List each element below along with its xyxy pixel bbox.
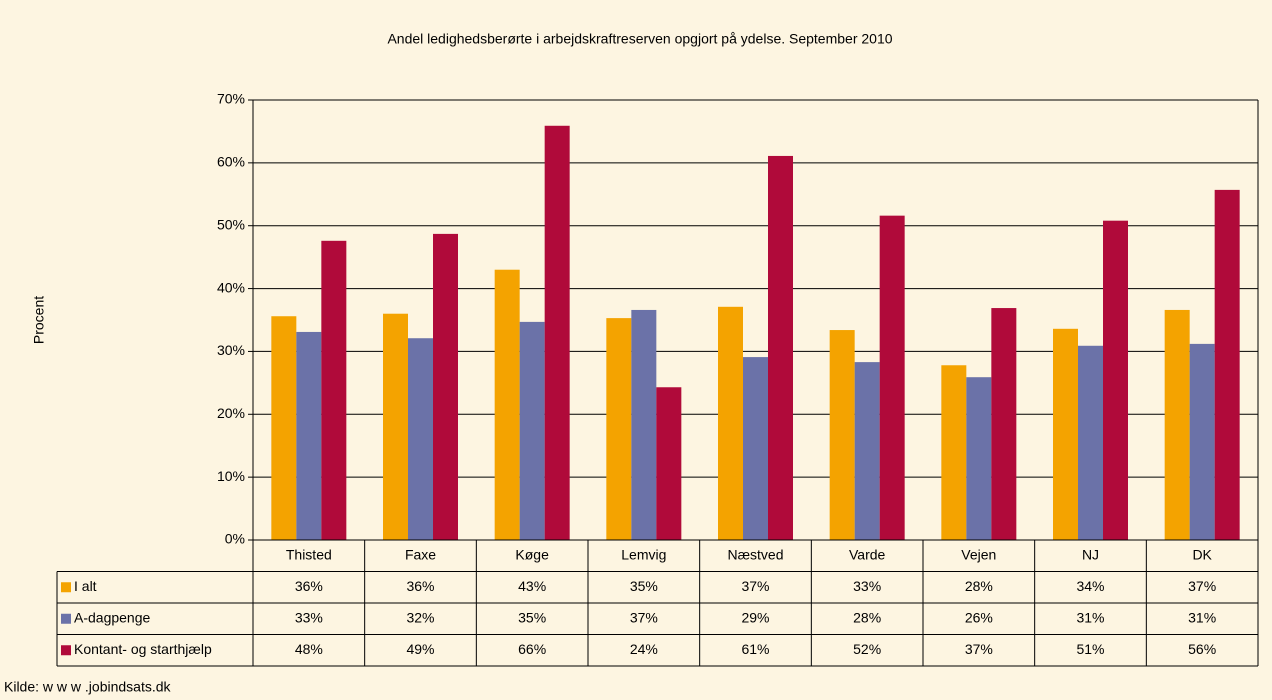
y-tick-label: 50% bbox=[217, 216, 245, 232]
table-cell: 35% bbox=[518, 609, 546, 625]
bar bbox=[1164, 309, 1190, 540]
x-tick-label: Faxe bbox=[405, 546, 436, 562]
table-cell: 51% bbox=[1076, 641, 1104, 657]
bar bbox=[656, 387, 682, 540]
bar bbox=[991, 308, 1017, 540]
chart-title: Andel ledighedsberørte i arbejdskraftres… bbox=[387, 31, 892, 47]
bar bbox=[1053, 328, 1078, 540]
table-cell: 56% bbox=[1188, 641, 1216, 657]
legend-label: Kontant- og starthjælp bbox=[74, 641, 212, 657]
bar bbox=[768, 155, 793, 540]
bar bbox=[743, 357, 768, 540]
y-tick-label: 10% bbox=[217, 468, 245, 484]
table-cell: 31% bbox=[1076, 609, 1104, 625]
y-tick-label: 70% bbox=[217, 91, 245, 107]
table-cell: 37% bbox=[1188, 578, 1216, 594]
legend-swatch bbox=[61, 645, 71, 656]
y-tick-label: 60% bbox=[217, 154, 245, 170]
table-cell: 66% bbox=[518, 641, 546, 657]
legend-swatch bbox=[61, 613, 71, 624]
bar bbox=[408, 338, 433, 540]
table-cell: 31% bbox=[1188, 609, 1216, 625]
bar bbox=[631, 309, 657, 540]
table-cell: 28% bbox=[965, 578, 993, 594]
table-cell: 29% bbox=[741, 609, 769, 625]
bar bbox=[271, 316, 297, 540]
x-tick-label: Næstved bbox=[727, 546, 783, 562]
x-tick-label: DK bbox=[1192, 546, 1212, 562]
table-cell: 37% bbox=[741, 578, 769, 594]
table-cell: 36% bbox=[295, 578, 323, 594]
y-tick-label: 20% bbox=[217, 405, 245, 421]
x-tick-label: Køge bbox=[515, 546, 549, 562]
table-cell: 28% bbox=[853, 609, 881, 625]
bar bbox=[383, 313, 408, 540]
table-cell: 61% bbox=[741, 641, 769, 657]
table-cell: 36% bbox=[406, 578, 434, 594]
x-tick-label: NJ bbox=[1082, 546, 1099, 562]
x-tick-label: Lemvig bbox=[621, 546, 666, 562]
bar bbox=[966, 377, 992, 540]
table-cell: 34% bbox=[1076, 578, 1104, 594]
bar bbox=[433, 233, 458, 540]
table-cell: 32% bbox=[406, 609, 434, 625]
legend-swatch bbox=[61, 582, 71, 593]
x-tick-label: Varde bbox=[849, 546, 886, 562]
table-cell: 37% bbox=[965, 641, 993, 657]
bar bbox=[879, 215, 905, 540]
table-cell: 35% bbox=[630, 578, 658, 594]
y-axis-label: Procent bbox=[31, 296, 47, 344]
bar bbox=[854, 362, 880, 540]
x-tick-label: Thisted bbox=[286, 546, 332, 562]
table-cell: 43% bbox=[518, 578, 546, 594]
table-cell: 26% bbox=[965, 609, 993, 625]
y-tick-label: 0% bbox=[225, 531, 245, 547]
bar bbox=[718, 306, 743, 540]
table-cell: 48% bbox=[295, 641, 323, 657]
bar bbox=[544, 125, 570, 541]
legend-label: A-dagpenge bbox=[74, 609, 151, 625]
bar bbox=[1103, 220, 1128, 540]
x-tick-label: Vejen bbox=[961, 546, 996, 562]
bar bbox=[1214, 189, 1240, 540]
table-cell: 24% bbox=[630, 641, 658, 657]
table-cell: 33% bbox=[295, 609, 323, 625]
source: Kilde: w w w .jobindsats.dk bbox=[4, 679, 172, 695]
bar bbox=[606, 318, 632, 540]
table-cell: 52% bbox=[853, 641, 881, 657]
bar bbox=[941, 365, 967, 540]
bar bbox=[494, 269, 520, 540]
table-cell: 49% bbox=[406, 641, 434, 657]
bar bbox=[321, 240, 347, 541]
bar bbox=[519, 321, 545, 540]
bar bbox=[1189, 343, 1215, 540]
y-tick-label: 40% bbox=[217, 279, 245, 295]
legend-label: I alt bbox=[74, 578, 97, 594]
bar bbox=[296, 331, 322, 540]
bar bbox=[829, 330, 855, 540]
bar bbox=[1078, 345, 1103, 540]
table-cell: 33% bbox=[853, 578, 881, 594]
table-cell: 37% bbox=[630, 609, 658, 625]
y-tick-label: 30% bbox=[217, 342, 245, 358]
